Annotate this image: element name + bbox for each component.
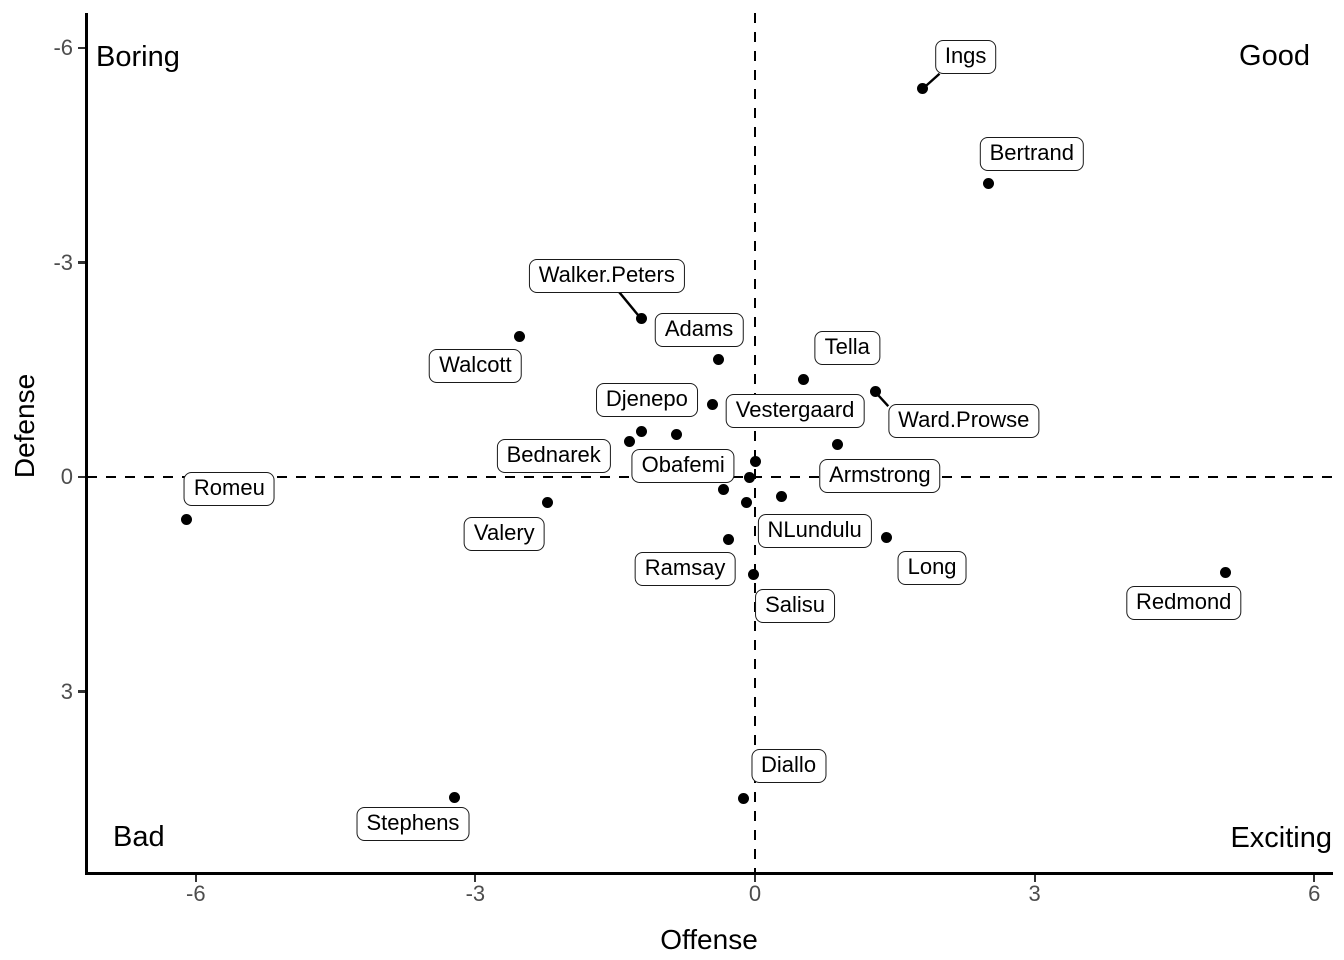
x-axis-title: Offense (660, 924, 758, 955)
data-point-vestergaard (749, 456, 761, 468)
player-label-tella: Tella (814, 331, 880, 366)
y-tick-label: 0 (60, 464, 73, 489)
data-point-valery (541, 497, 553, 509)
player-label-nlundulu: NLundulu (757, 514, 872, 549)
x-tick-mark (1033, 874, 1036, 882)
player-label-long: Long (897, 550, 967, 585)
player-label-ings: Ings (934, 40, 997, 75)
player-label-diallo: Diallo (751, 748, 827, 783)
y-tick-mark (78, 475, 86, 479)
data-point-redmond (1220, 567, 1232, 579)
player-label-valery: Valery (463, 517, 545, 552)
x-tick-label: 0 (748, 881, 762, 906)
x-tick-mark (753, 874, 757, 882)
y-tick-mark (78, 690, 86, 693)
data-point-armstrong (831, 439, 843, 451)
data-point (743, 471, 755, 483)
player-label-ward-prowse: Ward.Prowse (888, 403, 1040, 438)
data-point-ramsay (723, 533, 735, 545)
x-tick-label: 3 (1028, 881, 1041, 906)
data-point-long (880, 531, 892, 543)
x-tick-label: -3 (465, 881, 486, 906)
quadrant-label-good: Good (1239, 40, 1310, 72)
data-point-djenepo (706, 398, 718, 410)
data-point-walker-peters (635, 313, 647, 325)
x-tick-mark (194, 874, 197, 882)
x-tick-label: -6 (186, 881, 206, 906)
y-tick-label: 3 (60, 678, 73, 704)
data-point-tella (797, 373, 809, 385)
x-tick-mark (1313, 874, 1316, 882)
data-point-nlundulu (775, 490, 787, 502)
data-point (741, 497, 753, 509)
y-tick-label: -6 (53, 35, 73, 60)
x-axis-line (85, 872, 1333, 875)
data-point-adams (713, 353, 725, 365)
player-label-adams: Adams (654, 313, 744, 348)
data-point-romeu (180, 514, 192, 526)
data-point-ward-prowse (869, 386, 881, 398)
vline-offense-zero (753, 13, 757, 872)
data-point-walcott (513, 331, 525, 343)
player-label-bertrand: Bertrand (979, 136, 1084, 171)
quadrant-label-bad: Bad (113, 821, 165, 853)
data-point-salisu (747, 569, 759, 581)
x-tick-mark (474, 874, 477, 882)
y-tick-label: -3 (53, 249, 73, 275)
player-label-walker-peters: Walker.Peters (528, 259, 685, 294)
player-label-salisu: Salisu (755, 588, 836, 623)
quadrant-label-exciting: Exciting (1230, 822, 1332, 854)
player-label-djenepo: Djenepo (595, 383, 698, 418)
player-label-redmond: Redmond (1126, 585, 1242, 620)
y-tick-mark (78, 261, 86, 264)
data-point (635, 425, 647, 437)
data-point-diallo (738, 792, 750, 804)
y-axis-line (85, 13, 88, 875)
y-tick-mark (78, 46, 86, 50)
player-label-bednarek: Bednarek (496, 438, 611, 473)
data-point-bednarek (623, 435, 635, 447)
x-tick-label: 6 (1308, 881, 1321, 906)
data-point-ings (917, 83, 929, 95)
player-label-stephens: Stephens (356, 806, 470, 841)
player-label-romeu: Romeu (183, 472, 275, 507)
player-label-vestergaard: Vestergaard (725, 393, 865, 428)
quadrant-label-boring: Boring (96, 41, 180, 73)
player-label-armstrong: Armstrong (819, 458, 941, 493)
player-label-ramsay: Ramsay (634, 552, 736, 587)
player-label-walcott: Walcott (429, 349, 522, 384)
player-label-obafemi: Obafemi (631, 449, 735, 484)
data-point-bertrand (983, 177, 995, 189)
data-point-stephens (449, 791, 461, 803)
data-point-obafemi (671, 428, 683, 440)
data-point (717, 483, 729, 495)
